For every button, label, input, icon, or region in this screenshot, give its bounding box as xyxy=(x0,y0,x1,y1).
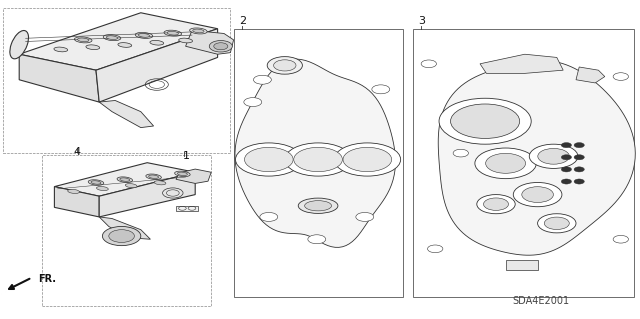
Circle shape xyxy=(308,235,326,244)
Circle shape xyxy=(285,143,351,176)
Bar xyxy=(413,29,634,297)
Bar xyxy=(3,8,230,153)
Ellipse shape xyxy=(103,35,121,41)
Circle shape xyxy=(109,230,134,242)
Circle shape xyxy=(244,147,293,172)
Text: FR.: FR. xyxy=(38,274,56,284)
Ellipse shape xyxy=(177,172,188,175)
Ellipse shape xyxy=(268,56,303,74)
Ellipse shape xyxy=(77,38,89,42)
Circle shape xyxy=(544,217,570,230)
Bar xyxy=(234,29,403,297)
Polygon shape xyxy=(176,206,198,211)
Ellipse shape xyxy=(125,184,137,188)
Circle shape xyxy=(475,148,536,179)
Ellipse shape xyxy=(146,174,161,180)
Ellipse shape xyxy=(117,177,132,182)
Circle shape xyxy=(209,41,232,52)
Circle shape xyxy=(522,187,554,203)
Text: SDA4E2001: SDA4E2001 xyxy=(512,296,570,307)
Circle shape xyxy=(574,167,584,172)
Circle shape xyxy=(513,182,562,207)
Circle shape xyxy=(439,98,531,144)
Circle shape xyxy=(428,245,443,253)
Polygon shape xyxy=(186,30,234,54)
Ellipse shape xyxy=(88,180,104,185)
Ellipse shape xyxy=(164,30,182,36)
Text: 3: 3 xyxy=(418,16,425,26)
Circle shape xyxy=(236,143,302,176)
Circle shape xyxy=(244,98,262,107)
Ellipse shape xyxy=(154,181,166,185)
Circle shape xyxy=(574,155,584,160)
Ellipse shape xyxy=(135,33,153,38)
Ellipse shape xyxy=(193,29,204,33)
Circle shape xyxy=(486,153,525,173)
Polygon shape xyxy=(54,187,99,217)
Circle shape xyxy=(372,85,390,94)
Ellipse shape xyxy=(54,47,68,52)
Ellipse shape xyxy=(305,201,332,211)
Ellipse shape xyxy=(189,28,207,34)
Circle shape xyxy=(294,147,342,172)
Polygon shape xyxy=(99,100,154,128)
Ellipse shape xyxy=(298,198,338,213)
Ellipse shape xyxy=(175,171,190,177)
Ellipse shape xyxy=(91,181,101,184)
Polygon shape xyxy=(96,29,218,102)
Circle shape xyxy=(334,143,401,176)
Circle shape xyxy=(574,143,584,148)
Circle shape xyxy=(214,43,228,50)
Ellipse shape xyxy=(86,45,100,49)
Circle shape xyxy=(538,214,576,233)
Polygon shape xyxy=(99,217,150,239)
Circle shape xyxy=(538,148,570,164)
Polygon shape xyxy=(506,260,538,270)
Polygon shape xyxy=(54,163,195,196)
Ellipse shape xyxy=(68,189,79,193)
Circle shape xyxy=(102,226,141,246)
Ellipse shape xyxy=(179,38,193,43)
Circle shape xyxy=(561,155,572,160)
Ellipse shape xyxy=(150,41,164,45)
Ellipse shape xyxy=(106,36,118,40)
Polygon shape xyxy=(438,60,636,255)
Circle shape xyxy=(561,143,572,148)
Circle shape xyxy=(451,104,520,138)
Text: 4: 4 xyxy=(74,147,81,157)
Ellipse shape xyxy=(120,178,130,181)
Ellipse shape xyxy=(148,175,159,178)
Ellipse shape xyxy=(274,60,296,71)
Circle shape xyxy=(574,179,584,184)
Circle shape xyxy=(613,73,628,80)
Text: 1: 1 xyxy=(182,151,189,160)
Circle shape xyxy=(484,198,509,211)
Circle shape xyxy=(260,212,278,221)
Polygon shape xyxy=(576,67,605,83)
Bar xyxy=(42,155,211,306)
Circle shape xyxy=(613,235,628,243)
Ellipse shape xyxy=(10,31,29,59)
Circle shape xyxy=(421,60,436,68)
Ellipse shape xyxy=(118,43,132,47)
Ellipse shape xyxy=(167,31,179,35)
Polygon shape xyxy=(19,54,99,102)
Circle shape xyxy=(529,144,578,168)
Circle shape xyxy=(453,149,468,157)
Polygon shape xyxy=(176,169,211,183)
Ellipse shape xyxy=(97,187,108,190)
Circle shape xyxy=(477,195,515,214)
Ellipse shape xyxy=(138,33,150,37)
Circle shape xyxy=(253,75,271,84)
Polygon shape xyxy=(19,13,218,70)
Polygon shape xyxy=(480,54,563,73)
Polygon shape xyxy=(99,172,195,217)
Text: 2: 2 xyxy=(239,16,246,26)
Ellipse shape xyxy=(74,37,92,43)
Circle shape xyxy=(343,147,392,172)
Circle shape xyxy=(356,212,374,221)
Polygon shape xyxy=(235,59,396,247)
Circle shape xyxy=(561,167,572,172)
Circle shape xyxy=(561,179,572,184)
